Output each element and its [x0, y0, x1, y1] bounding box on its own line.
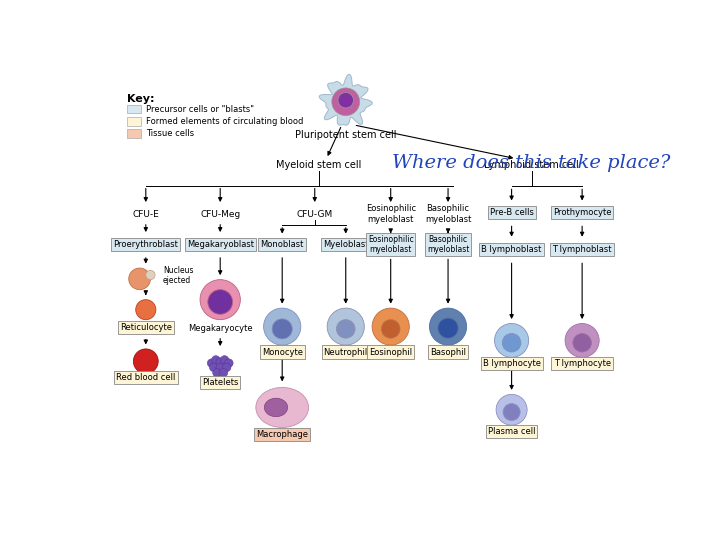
Circle shape: [222, 363, 231, 372]
Circle shape: [136, 300, 156, 320]
Text: Megakaryoblast: Megakaryoblast: [186, 240, 253, 249]
Circle shape: [503, 334, 521, 352]
Text: Monocyte: Monocyte: [261, 348, 302, 356]
Text: Precursor cells or "blasts": Precursor cells or "blasts": [145, 105, 254, 113]
Circle shape: [496, 394, 527, 425]
Text: Platelets: Platelets: [202, 379, 238, 387]
Circle shape: [212, 356, 220, 364]
Text: Where does this take place?: Where does this take place?: [392, 154, 670, 172]
Text: Plasma cell: Plasma cell: [488, 427, 536, 436]
Text: CFU-GM: CFU-GM: [297, 210, 333, 219]
Text: Nucleus
ejected: Nucleus ejected: [163, 266, 194, 286]
Circle shape: [429, 308, 467, 345]
Circle shape: [565, 323, 599, 357]
Circle shape: [220, 356, 229, 364]
Text: Pluripotent stem cell: Pluripotent stem cell: [295, 130, 397, 140]
Circle shape: [216, 358, 225, 366]
Circle shape: [200, 280, 240, 320]
Text: Myeloid stem cell: Myeloid stem cell: [276, 160, 361, 170]
Text: CFU-E: CFU-E: [132, 210, 159, 219]
Circle shape: [336, 320, 355, 338]
Text: Tissue cells: Tissue cells: [145, 129, 194, 138]
Text: Megakaryocyte: Megakaryocyte: [188, 325, 253, 333]
Text: Monoblast: Monoblast: [261, 240, 304, 249]
Text: Eosinophil: Eosinophil: [369, 348, 413, 356]
Circle shape: [327, 308, 364, 345]
Text: Basophilic
myeloblast: Basophilic myeloblast: [425, 205, 471, 224]
Circle shape: [208, 289, 233, 314]
Text: T lymphocyte: T lymphocyte: [554, 359, 611, 368]
Text: Proerythroblast: Proerythroblast: [113, 240, 179, 249]
Circle shape: [219, 369, 228, 377]
FancyBboxPatch shape: [127, 130, 141, 138]
Text: Myeloblast: Myeloblast: [323, 240, 369, 249]
Circle shape: [382, 320, 400, 338]
Text: T lymphoblast: T lymphoblast: [552, 245, 612, 254]
Text: Eosinophilic
myeloblast: Eosinophilic myeloblast: [368, 234, 413, 254]
Text: B lymphoblast: B lymphoblast: [482, 245, 541, 254]
Text: Macrophage: Macrophage: [256, 430, 308, 439]
Text: Neutrophil: Neutrophil: [323, 348, 368, 356]
Circle shape: [438, 318, 458, 338]
Circle shape: [332, 88, 360, 116]
Circle shape: [129, 268, 150, 289]
Text: Reticulocyte: Reticulocyte: [120, 323, 172, 332]
Circle shape: [133, 349, 158, 374]
Text: Red blood cell: Red blood cell: [116, 373, 176, 382]
Circle shape: [495, 323, 528, 357]
FancyBboxPatch shape: [127, 105, 141, 113]
Text: Eosinophilic
myeloblast: Eosinophilic myeloblast: [366, 205, 415, 224]
Circle shape: [272, 319, 292, 339]
Circle shape: [225, 359, 233, 367]
Circle shape: [573, 334, 591, 352]
Ellipse shape: [256, 387, 309, 428]
Polygon shape: [319, 75, 372, 125]
Circle shape: [338, 92, 354, 108]
Text: Prothymocyte: Prothymocyte: [553, 208, 611, 217]
Text: B lymphocyte: B lymphocyte: [482, 359, 541, 368]
Text: CFU-Meg: CFU-Meg: [200, 210, 240, 219]
Text: Pre-B cells: Pre-B cells: [490, 208, 534, 217]
Circle shape: [372, 308, 409, 345]
Circle shape: [145, 271, 155, 280]
Circle shape: [264, 308, 301, 345]
FancyBboxPatch shape: [127, 117, 141, 126]
Circle shape: [216, 363, 225, 372]
Text: Lymphoid stem cell: Lymphoid stem cell: [485, 160, 579, 170]
Circle shape: [207, 359, 216, 367]
Text: Formed elements of circulating blood: Formed elements of circulating blood: [145, 117, 303, 126]
Circle shape: [210, 363, 218, 372]
Circle shape: [212, 369, 221, 377]
Text: Key:: Key:: [127, 94, 155, 104]
Ellipse shape: [264, 398, 287, 417]
Text: Basophil: Basophil: [430, 348, 466, 356]
Text: Basophilic
myeloblast: Basophilic myeloblast: [427, 234, 469, 254]
Circle shape: [503, 403, 520, 421]
